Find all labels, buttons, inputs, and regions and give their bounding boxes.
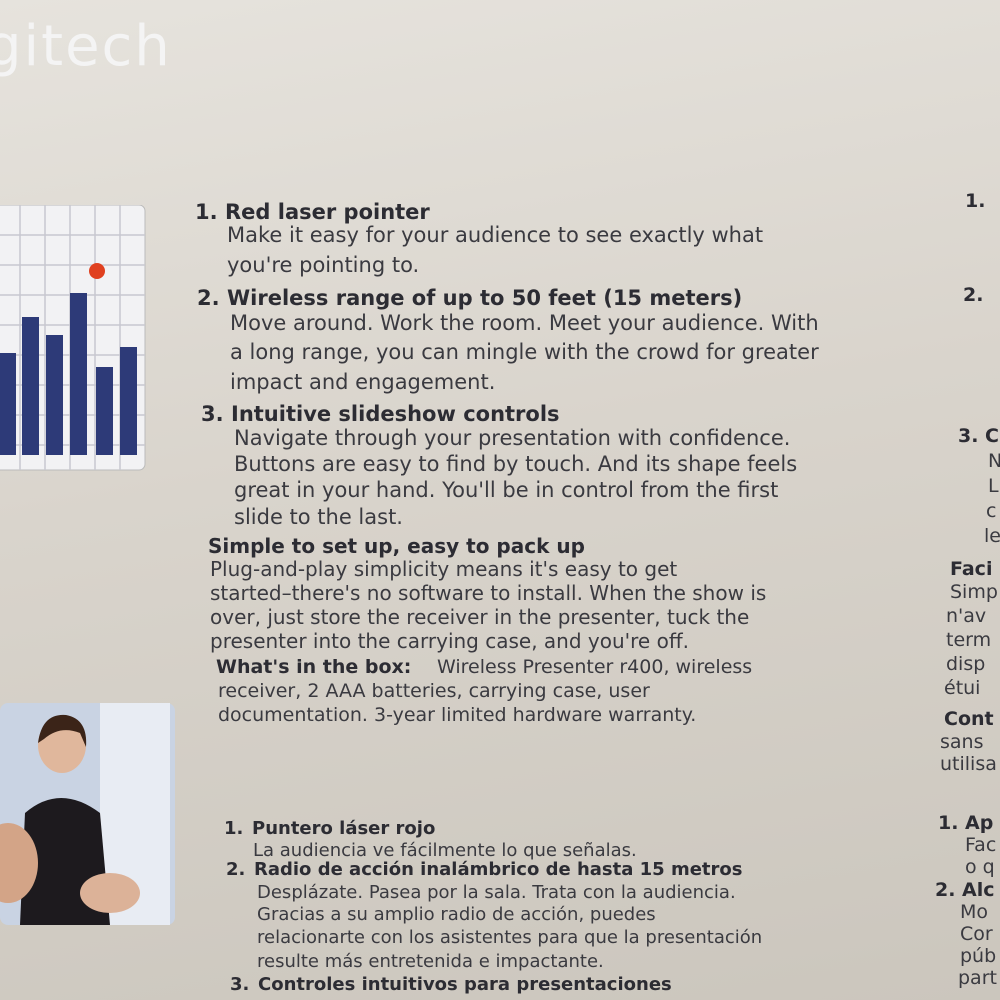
item-text: a long range, you can mingle with the cr… [230,340,819,364]
french-fragment: 2. Alc [935,879,995,901]
logo: gitech [0,14,172,79]
item-title: Radio de acción inalámbrico de hasta 15 … [254,859,743,880]
box-text: receiver, 2 AAA batteries, carrying case… [218,680,650,702]
french-fragment: púb [960,945,997,967]
item-number: 1. [195,200,218,224]
item-text: Make it easy for your audience to see ex… [227,223,764,247]
french-fragment: utilisa [940,753,997,775]
french-fragment: disp [946,653,986,675]
section-text: over, just store the receiver in the pre… [210,605,750,629]
french-fragment: Faci [950,558,993,580]
french-fragment: Cor [960,923,993,945]
item-text: Desplázate. Pasea por la sala. Trata con… [257,882,736,903]
french-fragment: 3. C [958,425,999,447]
section-text: presenter into the carrying case, and yo… [210,629,689,653]
item-text: impact and engagement. [230,370,496,394]
item-title: Controles intuitivos para presentaciones [258,974,672,995]
item-number: 3. [230,974,250,995]
item-number: 2. [197,286,220,310]
french-fragment: Cont [944,708,994,730]
section-text: started–there's no software to install. … [210,581,767,605]
french-fragment: le [984,525,1000,547]
french-fragment: 2. [963,284,984,306]
french-fragment: Mo [960,901,989,923]
item-text: Navigate through your presentation with … [234,426,791,450]
item-number: 3. [201,402,224,426]
french-fragment: 1. Ap [938,812,994,834]
french-fragment: term [946,629,992,651]
french-fragment: c [986,500,997,522]
french-fragment: part [958,967,997,989]
item-text: Buttons are easy to find by touch. And i… [234,452,798,476]
section-title: Simple to set up, easy to pack up [208,534,585,558]
item-text: great in your hand. You'll be in control… [234,478,779,502]
box-label: What's in the box: [216,656,412,678]
french-fragment: n'av [946,605,987,627]
item-title: Wireless range of up to 50 feet (15 mete… [227,286,743,310]
french-fragment: N [988,450,1000,472]
item-text: La audiencia ve fácilmente lo que señala… [253,840,637,861]
french-fragment: sans [940,731,984,753]
french-fragment: L [988,475,999,497]
item-text: slide to the last. [234,505,403,529]
item-text: resulte más entretenida e impactante. [257,951,604,972]
item-text: Move around. Work the room. Meet your au… [230,311,819,335]
item-number: 2. [226,859,246,880]
item-title: Intuitive slideshow controls [231,402,560,426]
french-fragment: Fac [965,834,997,856]
french-fragment: o q [965,856,995,878]
french-fragment: 1. [965,190,986,212]
french-fragment: Simp [950,581,998,603]
item-title: Puntero láser rojo [252,818,436,839]
item-text: relacionarte con los asistentes para que… [257,927,763,948]
photo [0,703,175,925]
item-text: you're pointing to. [227,253,420,277]
french-fragment: étui [944,677,981,699]
item-number: 1. [224,818,244,839]
item-title: Red laser pointer [225,200,430,224]
chart-icon [0,205,146,471]
box-text: Wireless Presenter r400, wireless [437,656,753,678]
section-text: Plug-and-play simplicity means it's easy… [210,557,678,581]
item-text: Gracias a su amplio radio de acción, pue… [257,904,656,925]
box-text: documentation. 3-year limited hardware w… [218,704,697,726]
